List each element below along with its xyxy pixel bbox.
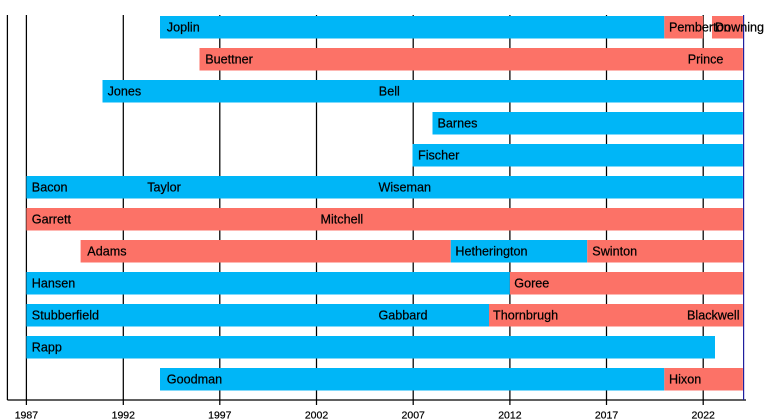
svg-text:Fischer: Fischer <box>418 149 459 163</box>
svg-text:Gabbard: Gabbard <box>379 309 428 323</box>
svg-text:Blackwell: Blackwell <box>687 309 740 323</box>
svg-text:Bacon: Bacon <box>32 181 68 195</box>
svg-text:Prince: Prince <box>688 53 724 67</box>
svg-text:Pemberton: Pemberton <box>669 21 731 35</box>
svg-text:2022: 2022 <box>692 410 716 420</box>
svg-text:Garrett: Garrett <box>32 213 72 227</box>
svg-text:Hixon: Hixon <box>669 373 701 387</box>
svg-text:Goree: Goree <box>514 277 549 291</box>
svg-text:Buettner: Buettner <box>205 53 253 67</box>
svg-text:Joplin: Joplin <box>167 21 200 35</box>
svg-text:2007: 2007 <box>402 410 426 420</box>
svg-text:Mitchell: Mitchell <box>321 213 364 227</box>
svg-text:1987: 1987 <box>15 410 39 420</box>
svg-text:Rapp: Rapp <box>32 341 62 355</box>
svg-text:Barnes: Barnes <box>438 117 478 131</box>
svg-text:Downing: Downing <box>715 21 764 35</box>
svg-text:2002: 2002 <box>305 410 329 420</box>
svg-text:1997: 1997 <box>208 410 232 420</box>
svg-text:2017: 2017 <box>595 410 619 420</box>
svg-text:Hansen: Hansen <box>32 277 75 291</box>
svg-text:Adams: Adams <box>87 245 126 259</box>
svg-text:2012: 2012 <box>498 410 522 420</box>
svg-text:Wiseman: Wiseman <box>379 181 431 195</box>
svg-text:Taylor: Taylor <box>147 181 181 195</box>
svg-text:Swinton: Swinton <box>592 245 637 259</box>
svg-text:Thornbrugh: Thornbrugh <box>493 309 558 323</box>
svg-text:Stubberfield: Stubberfield <box>32 309 99 323</box>
svg-text:Goodman: Goodman <box>167 373 222 387</box>
svg-text:1992: 1992 <box>112 410 136 420</box>
svg-text:Hetherington: Hetherington <box>455 245 527 259</box>
svg-text:Jones: Jones <box>108 85 142 99</box>
svg-text:Bell: Bell <box>379 85 400 99</box>
